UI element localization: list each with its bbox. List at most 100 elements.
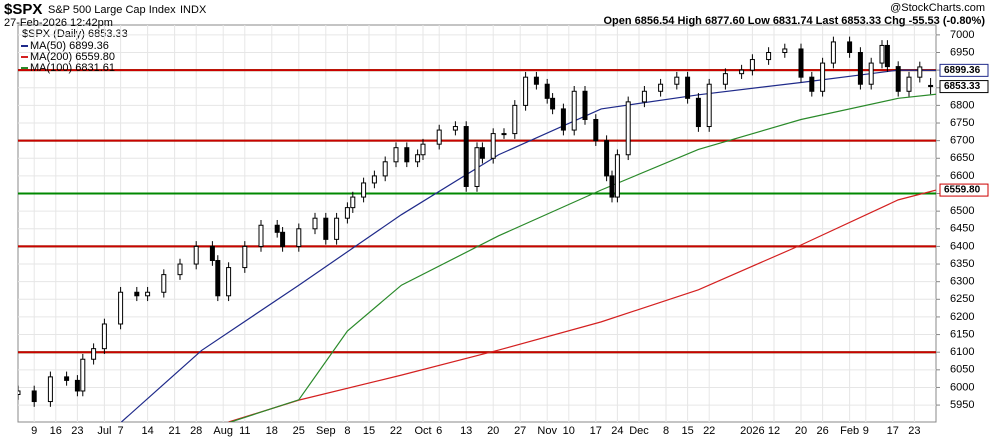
candle-body <box>161 274 167 293</box>
candle-body <box>177 263 183 276</box>
ticker: $SPX <box>4 1 42 18</box>
candle-body <box>533 76 539 85</box>
x-tick-label: 22 <box>703 425 715 437</box>
price-tag <box>939 80 989 94</box>
candle-body <box>523 76 529 106</box>
candle-body <box>74 379 80 392</box>
x-tick-label: 2026 <box>740 425 764 437</box>
x-tick-label: 13 <box>460 425 472 437</box>
candle-body <box>350 196 356 209</box>
watermark: @StockCharts.com <box>890 2 985 14</box>
x-tick-label: 8 <box>344 425 350 437</box>
price-tag <box>939 63 989 77</box>
x-tick-label: 17 <box>590 425 602 437</box>
plot-area <box>17 24 937 423</box>
y-tick-label: 6100 <box>950 346 974 358</box>
candle-body <box>420 143 426 156</box>
quote: Open 6856.54 High 6877.60 Low 6831.74 La… <box>603 15 985 27</box>
x-tick-label: Oct <box>414 425 431 437</box>
candle-body <box>674 76 680 85</box>
y-tick-label: 6250 <box>950 293 974 305</box>
candle-body <box>798 48 804 78</box>
candle-body <box>382 161 388 177</box>
y-tick-label: 6500 <box>950 205 974 217</box>
legend-entry: MA(50) 6899.36 <box>30 40 109 52</box>
x-tick-label: 9 <box>863 425 869 437</box>
y-tick-label: 6350 <box>950 258 974 270</box>
chart-date: 27-Feb-2026 12:42pm <box>4 17 113 29</box>
candle-body <box>134 291 140 297</box>
candle-body <box>868 62 874 85</box>
candle-body <box>582 90 588 120</box>
x-tick-label: 18 <box>266 425 278 437</box>
candle-body <box>928 84 934 88</box>
candle-body <box>625 101 631 156</box>
candle-body <box>593 118 599 142</box>
x-tick-label: 23 <box>908 425 920 437</box>
candle-body <box>550 97 556 110</box>
candle-body <box>371 175 377 184</box>
candle-body <box>490 133 496 159</box>
candle-body <box>91 348 97 360</box>
y-tick-label: 6450 <box>950 223 974 235</box>
ma-line <box>120 69 936 422</box>
candle-body <box>47 376 53 403</box>
candle-body <box>749 59 755 71</box>
candle-body <box>571 90 577 131</box>
y-tick-label: 6950 <box>950 46 974 58</box>
candle-body <box>312 217 318 230</box>
y-tick-label: 6800 <box>950 99 974 111</box>
x-tick-label: 20 <box>795 425 807 437</box>
candle-body <box>879 44 885 64</box>
x-tick-label: 14 <box>141 425 153 437</box>
ma-line <box>228 93 936 422</box>
candle-body <box>766 52 772 61</box>
y-tick-label: 6200 <box>950 311 974 323</box>
candle-body <box>209 245 215 262</box>
candle-body <box>658 83 664 92</box>
x-tick-label: Sep <box>316 425 336 437</box>
candle-body <box>641 90 647 103</box>
x-tick-label: 21 <box>168 425 180 437</box>
y-tick-label: 6050 <box>950 364 974 376</box>
x-tick-label: 16 <box>50 425 62 437</box>
x-tick-label: Dec <box>629 425 649 437</box>
x-tick-label: 6 <box>436 425 442 437</box>
candle-body <box>80 358 86 392</box>
y-tick-label: 6000 <box>950 381 974 393</box>
candle-body <box>18 390 21 395</box>
x-tick-label: 27 <box>514 425 526 437</box>
candle-body <box>145 291 151 297</box>
candle-body <box>118 291 124 325</box>
price-tag <box>939 183 989 197</box>
candle-body <box>695 97 701 128</box>
y-tick-label: 6650 <box>950 152 974 164</box>
candle-body <box>463 126 469 187</box>
candle-body <box>560 108 566 131</box>
x-tick-label: 15 <box>681 425 693 437</box>
candle-body <box>479 147 485 159</box>
candle-body <box>782 48 788 54</box>
candle-body <box>609 175 615 198</box>
y-tick-label: 6750 <box>950 117 974 129</box>
y-tick-label: 7000 <box>950 29 974 41</box>
legend-price: $SPX (Daily) 6853.33 <box>22 28 128 40</box>
candle-body <box>344 207 350 219</box>
legend-entry: MA(200) 6559.80 <box>30 51 115 63</box>
candle-body <box>722 73 728 85</box>
x-tick-label: 22 <box>390 425 402 437</box>
x-tick-label: 20 <box>487 425 499 437</box>
candle-body <box>296 228 302 247</box>
candle-body <box>544 83 550 99</box>
x-tick-label: 10 <box>563 425 575 437</box>
price-tag-label: 6899.36 <box>944 65 981 76</box>
candle-body <box>906 76 912 92</box>
x-tick-label: 26 <box>816 425 828 437</box>
x-tick-label: 24 <box>611 425 623 437</box>
x-tick-label: 28 <box>190 425 202 437</box>
x-tick-label: 23 <box>71 425 83 437</box>
candle-body <box>193 245 199 265</box>
ma-line <box>228 189 936 422</box>
legend-entry: MA(100) 6831.61 <box>30 62 115 74</box>
